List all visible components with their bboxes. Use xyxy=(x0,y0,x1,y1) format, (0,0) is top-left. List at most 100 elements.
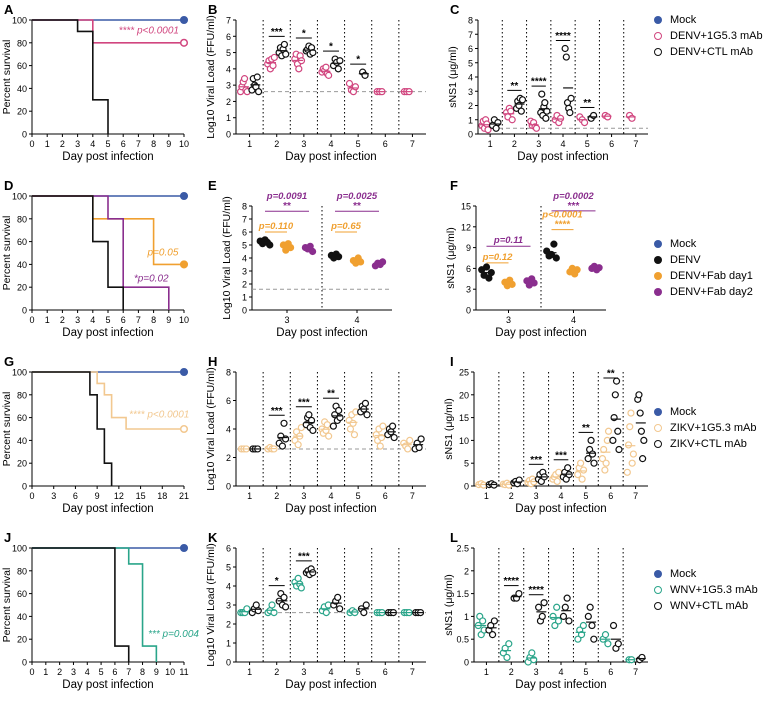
x-tick-label: 6 xyxy=(121,315,126,325)
data-point xyxy=(268,601,276,609)
survival-annotation: *p=0.02 xyxy=(134,274,169,285)
y-tick-label: 0 xyxy=(22,658,27,668)
data-point xyxy=(490,617,498,625)
y-tick-label: 5 xyxy=(468,58,473,68)
data-point xyxy=(538,612,546,621)
survival-end-marker xyxy=(179,15,189,25)
y-tick-label: 4 xyxy=(242,254,247,264)
survival-annotation: p=0.05 xyxy=(147,247,179,258)
data-point xyxy=(305,411,313,419)
comparison-pvalue: p=0.11 xyxy=(493,235,523,246)
y-tick-label: 7 xyxy=(242,215,247,225)
data-point xyxy=(295,65,303,73)
legend-label: ZIKV+1G5.3 mAb xyxy=(670,422,757,434)
y-tick-label: 5 xyxy=(226,48,231,58)
data-point xyxy=(601,631,610,639)
data-point xyxy=(602,459,610,467)
x-tick-label: 15 xyxy=(136,491,146,501)
significance-stars: ** xyxy=(511,81,519,92)
legend-item: WNV+CTL mAb xyxy=(652,598,758,614)
data-point xyxy=(640,436,648,444)
comparison-stars: *** xyxy=(568,201,580,212)
data-point xyxy=(494,118,502,127)
data-point xyxy=(565,617,573,625)
data-point xyxy=(590,635,598,643)
x-tick-label: 1 xyxy=(45,315,50,325)
data-point xyxy=(635,391,643,399)
data-point xyxy=(278,442,287,450)
legend-swatch xyxy=(654,440,662,448)
x-tick-label: 3 xyxy=(51,491,56,501)
data-point xyxy=(588,621,596,630)
panel-label-B: B xyxy=(208,2,218,17)
data-point xyxy=(601,466,609,474)
x-axis-label: Day post infection xyxy=(515,503,606,515)
data-point xyxy=(280,40,289,49)
data-point xyxy=(611,391,619,399)
y-tick-label: 40 xyxy=(17,84,27,94)
panel-label-J: J xyxy=(4,530,12,545)
data-point xyxy=(538,90,546,98)
x-tick-label: 1 xyxy=(484,667,489,677)
y-tick-label: 6 xyxy=(468,44,473,54)
y-axis-label: Percent survival xyxy=(1,568,13,643)
x-tick-label: 9 xyxy=(154,667,159,677)
y-tick-label: 4 xyxy=(226,582,231,592)
y-tick-label: 5 xyxy=(242,241,247,251)
legend-item: ZIKV+CTL mAb xyxy=(652,436,757,452)
panel-B: 0 1 2 3 4 5 6 7 Log10 Viral Load (FFU/ml) Day pos… xyxy=(205,15,426,163)
survival-curve-denv-fab-day2 xyxy=(32,195,170,310)
x-tick-label: 5 xyxy=(356,491,361,501)
legend-item: Mock xyxy=(652,236,753,252)
significance-stars: * xyxy=(275,576,279,587)
significance-stars: ** xyxy=(607,369,615,380)
data-point xyxy=(252,601,260,609)
legend-item: Mock xyxy=(652,12,763,28)
data-point xyxy=(604,640,612,648)
y-axis-label: sNS1 (μg/ml) xyxy=(445,227,457,288)
y-tick-label: 7 xyxy=(468,30,473,40)
data-point xyxy=(346,425,355,433)
data-point xyxy=(564,464,572,472)
survival-curve-zikv-1g5-3-mab xyxy=(32,371,184,430)
significance-stars: *** xyxy=(271,27,283,38)
legend-swatch xyxy=(654,48,662,56)
x-tick-label: 5 xyxy=(105,139,110,149)
y-tick-label: 40 xyxy=(17,436,27,446)
comparison-stars: ** xyxy=(353,201,361,212)
data-point xyxy=(361,399,370,407)
legend-item: Mock xyxy=(652,404,757,420)
data-point xyxy=(360,608,368,617)
data-point xyxy=(535,603,543,611)
x-tick-label: 8 xyxy=(140,667,145,677)
data-point xyxy=(280,419,288,427)
y-tick-label: 8 xyxy=(242,202,247,212)
legend-row4: Mock WNV+1G5.3 mAb WNV+CTL mAb xyxy=(652,566,758,614)
x-tick-label: 6 xyxy=(383,667,388,677)
x-tick-label: 5 xyxy=(583,667,588,677)
x-tick-label: 3 xyxy=(71,667,76,677)
data-point xyxy=(567,94,575,102)
data-point xyxy=(627,409,635,417)
legend-swatch xyxy=(654,16,662,24)
x-tick-label: 7 xyxy=(633,139,638,149)
x-tick-label: 4 xyxy=(85,667,90,677)
legend-label: Mock xyxy=(670,568,697,580)
data-point xyxy=(240,75,249,83)
x-axis-label: Day post infection xyxy=(62,327,153,339)
data-point xyxy=(309,426,317,435)
y-tick-label: 1.5 xyxy=(456,589,469,599)
x-tick-label: 5 xyxy=(356,667,361,677)
y-tick-label: 40 xyxy=(17,260,27,270)
y-tick-label: 15 xyxy=(459,413,469,423)
legend-swatch xyxy=(654,256,662,264)
panel-label-H: H xyxy=(208,354,218,369)
panel-H: 0 2 4 6 8 Log10 Viral Load (FFU/ml) Day post i… xyxy=(205,367,426,515)
data-point xyxy=(554,617,563,625)
data-point xyxy=(628,114,636,122)
y-tick-label: 2 xyxy=(226,453,231,463)
